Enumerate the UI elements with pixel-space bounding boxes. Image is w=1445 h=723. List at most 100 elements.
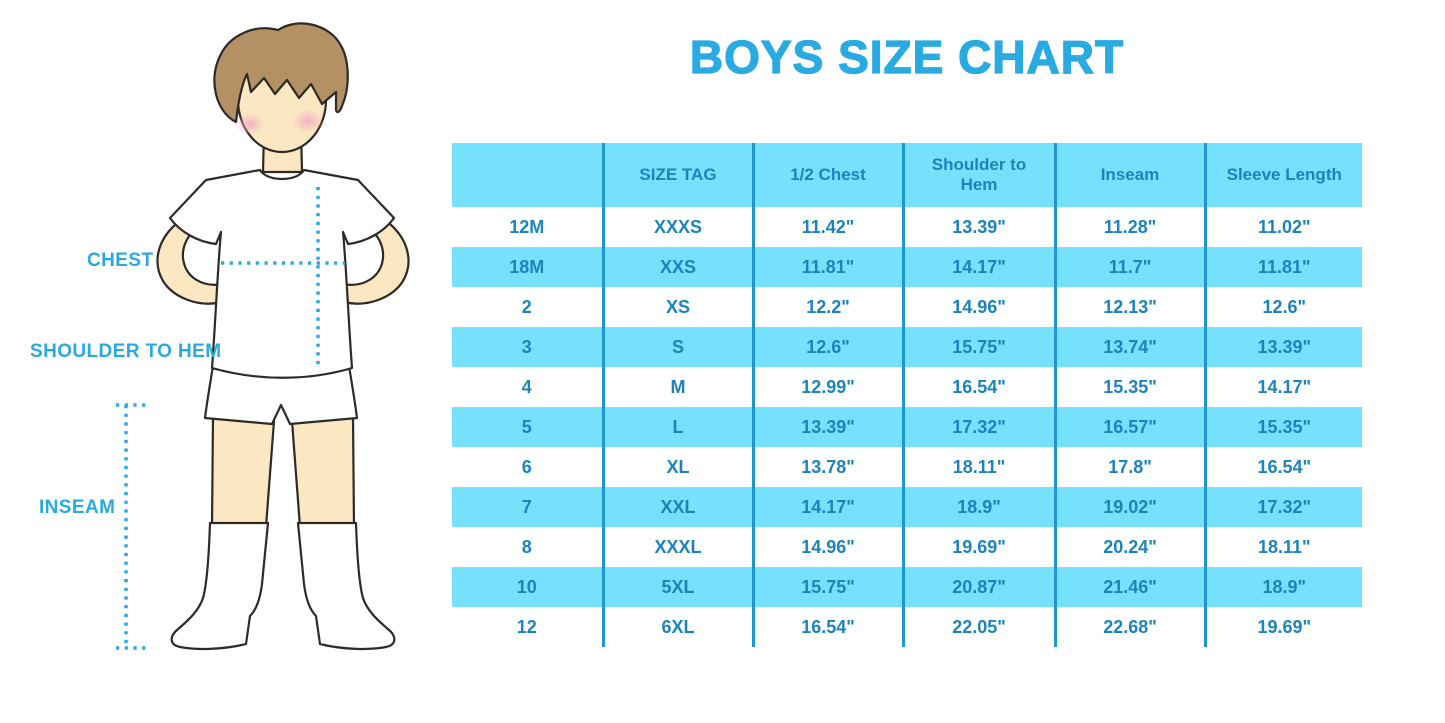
half-chest-cell: 13.39" <box>751 407 903 447</box>
right-leg <box>290 414 356 529</box>
table-row: 18M XXS 11.81" 14.17" 11.7" 11.81" <box>452 247 1362 287</box>
size-tag-cell: XXXS <box>601 207 753 247</box>
left-sock <box>170 521 270 651</box>
half-chest-cell: 12.99" <box>751 367 903 407</box>
size-cell: 5 <box>452 407 603 447</box>
inseam-cell: 15.35" <box>1053 367 1205 407</box>
inseam-cell: 17.8" <box>1053 447 1205 487</box>
table-row: 5 L 13.39" 17.32" 16.57" 15.35" <box>452 407 1362 447</box>
half-chest-cell: 12.6" <box>751 327 903 367</box>
hair <box>213 22 349 124</box>
header-sleeve-length: Sleeve Length <box>1203 143 1362 207</box>
shoulder-to-hem-label: SHOULDER TO HEM <box>30 341 222 362</box>
t-shirt <box>168 168 396 379</box>
header-inseam: Inseam <box>1053 143 1205 207</box>
header-row: SIZE TAG 1/2 Chest Shoulder to Hem Insea… <box>452 143 1362 207</box>
size-cell: 10 <box>452 567 603 607</box>
sleeve-length-cell: 13.39" <box>1203 327 1362 367</box>
header-empty <box>452 143 603 207</box>
table-row: 4 M 12.99" 16.54" 15.35" 14.17" <box>452 367 1362 407</box>
left-cheek-blush <box>235 113 265 135</box>
table-row: 2 XS 12.2" 14.96" 12.13" 12.6" <box>452 287 1362 327</box>
measurement-lines <box>116 187 345 650</box>
left-leg <box>210 414 276 529</box>
size-cell: 3 <box>452 327 603 367</box>
size-tag-cell: XL <box>601 447 753 487</box>
inseam-cell: 11.28" <box>1053 207 1205 247</box>
shoulder-to-hem-cell: 14.17" <box>901 247 1055 287</box>
table-row: 10 5XL 15.75" 20.87" 21.46" 18.9" <box>452 567 1362 607</box>
size-tag-cell: XXS <box>601 247 753 287</box>
sleeve-length-cell: 11.81" <box>1203 247 1362 287</box>
table-row: 7 XXL 14.17" 18.9" 19.02" 17.32" <box>452 487 1362 527</box>
table-row: 12M XXXS 11.42" 13.39" 11.28" 11.02" <box>452 207 1362 247</box>
table-row: 6 XL 13.78" 18.11" 17.8" 16.54" <box>452 447 1362 487</box>
shoulder-to-hem-cell: 18.11" <box>901 447 1055 487</box>
sleeve-length-cell: 11.02" <box>1203 207 1362 247</box>
page-title: BOYS SIZE CHART <box>689 30 1125 83</box>
size-tag-cell: S <box>601 327 753 367</box>
half-chest-cell: 11.42" <box>751 207 903 247</box>
right-cheek-blush <box>292 109 324 133</box>
header-shoulder-to-hem: Shoulder to Hem <box>901 143 1055 207</box>
right-sock <box>296 521 396 651</box>
shoulder-to-hem-cell: 20.87" <box>901 567 1055 607</box>
chest-label: CHEST <box>87 250 154 271</box>
size-tag-cell: L <box>601 407 753 447</box>
inseam-label: INSEAM <box>39 497 116 518</box>
size-cell: 8 <box>452 527 603 567</box>
size-tag-cell: 6XL <box>601 607 753 647</box>
inseam-cell: 21.46" <box>1053 567 1205 607</box>
size-chart-table: SIZE TAG 1/2 Chest Shoulder to Hem Insea… <box>452 143 1362 647</box>
shoulder-to-hem-cell: 22.05" <box>901 607 1055 647</box>
half-chest-cell: 14.17" <box>751 487 903 527</box>
inseam-cell: 12.13" <box>1053 287 1205 327</box>
size-tag-cell: 5XL <box>601 567 753 607</box>
size-cell: 6 <box>452 447 603 487</box>
shoulder-to-hem-cell: 16.54" <box>901 367 1055 407</box>
half-chest-cell: 14.96" <box>751 527 903 567</box>
size-tag-cell: XXL <box>601 487 753 527</box>
sleeve-length-cell: 18.11" <box>1203 527 1362 567</box>
size-cell: 7 <box>452 487 603 527</box>
half-chest-cell: 13.78" <box>751 447 903 487</box>
table-row: 12 6XL 16.54" 22.05" 22.68" 19.69" <box>452 607 1362 647</box>
inseam-cell: 11.7" <box>1053 247 1205 287</box>
sleeve-length-cell: 16.54" <box>1203 447 1362 487</box>
sleeve-length-cell: 17.32" <box>1203 487 1362 527</box>
size-cell: 2 <box>452 287 603 327</box>
half-chest-cell: 11.81" <box>751 247 903 287</box>
inseam-cell: 19.02" <box>1053 487 1205 527</box>
half-chest-cell: 16.54" <box>751 607 903 647</box>
sleeve-length-cell: 14.17" <box>1203 367 1362 407</box>
sleeve-length-cell: 19.69" <box>1203 607 1362 647</box>
sleeve-length-cell: 18.9" <box>1203 567 1362 607</box>
size-cell: 18M <box>452 247 603 287</box>
shoulder-to-hem-cell: 13.39" <box>901 207 1055 247</box>
inseam-cell: 16.57" <box>1053 407 1205 447</box>
shoulder-to-hem-cell: 17.32" <box>901 407 1055 447</box>
size-cell: 4 <box>452 367 603 407</box>
half-chest-cell: 12.2" <box>751 287 903 327</box>
size-tag-cell: M <box>601 367 753 407</box>
size-tag-cell: XS <box>601 287 753 327</box>
shoulder-to-hem-cell: 19.69" <box>901 527 1055 567</box>
sleeve-length-cell: 12.6" <box>1203 287 1362 327</box>
header-size-tag: SIZE TAG <box>601 143 753 207</box>
half-chest-cell: 15.75" <box>751 567 903 607</box>
boy-figure-illustration <box>116 22 410 651</box>
inseam-cell: 20.24" <box>1053 527 1205 567</box>
shoulder-to-hem-cell: 14.96" <box>901 287 1055 327</box>
shoulder-to-hem-cell: 18.9" <box>901 487 1055 527</box>
header-half-chest: 1/2 Chest <box>751 143 903 207</box>
size-tag-cell: XXXL <box>601 527 753 567</box>
table-row: 8 XXXL 14.96" 19.69" 20.24" 18.11" <box>452 527 1362 567</box>
shoulder-to-hem-cell: 15.75" <box>901 327 1055 367</box>
size-cell: 12M <box>452 207 603 247</box>
sleeve-length-cell: 15.35" <box>1203 407 1362 447</box>
size-cell: 12 <box>452 607 603 647</box>
inseam-cell: 22.68" <box>1053 607 1205 647</box>
size-table-container: SIZE TAG 1/2 Chest Shoulder to Hem Insea… <box>452 143 1362 647</box>
inseam-cell: 13.74" <box>1053 327 1205 367</box>
